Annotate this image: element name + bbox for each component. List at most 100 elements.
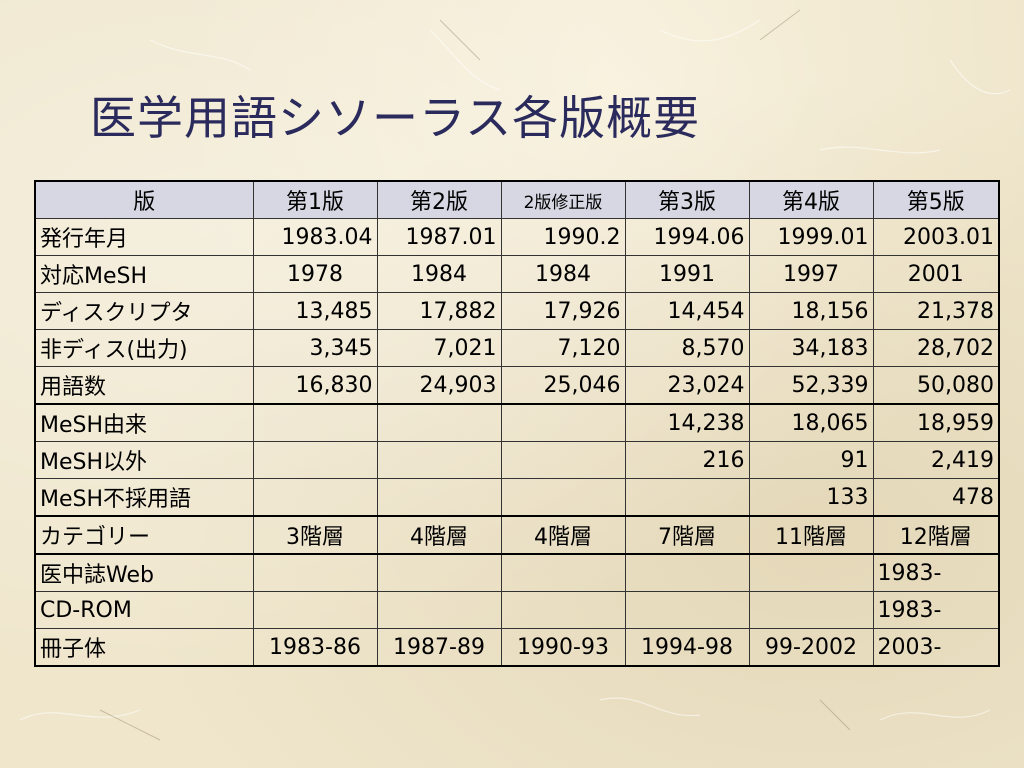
table-cell: 99-2002 [748, 628, 874, 667]
row-label: 冊子体 [34, 628, 254, 667]
table-cell: 50,080 [872, 366, 1000, 405]
table-cell: 1990-93 [500, 628, 626, 667]
table-cell [500, 403, 626, 442]
table-cell: 17,926 [500, 292, 626, 330]
row-label: 用語数 [34, 366, 254, 405]
header-ed4: 第4版 [748, 180, 874, 219]
table-cell [376, 441, 502, 479]
table-cell [252, 403, 378, 442]
table-cell: 7,120 [500, 329, 626, 367]
table-cell: 23,024 [624, 366, 750, 405]
table-cell: 18,959 [872, 403, 1000, 442]
table-cell: 25,046 [500, 366, 626, 405]
table-cell: 24,903 [376, 366, 502, 405]
table-cell [500, 478, 626, 517]
table-cell: 1984 [376, 255, 502, 293]
table-cell [376, 591, 502, 629]
table-cell: 4階層 [376, 515, 502, 555]
page-title: 医学用語シソーラス各版概要 [90, 91, 701, 145]
table-cell: 34,183 [748, 329, 874, 367]
table-cell: 11階層 [748, 515, 874, 555]
row-non-descriptors: 非ディス(出力) 3,345 7,021 7,120 8,570 34,183 … [34, 329, 1000, 367]
table-cell: 2003- [872, 628, 1000, 667]
table-cell [500, 441, 626, 479]
table-cell: 3階層 [252, 515, 378, 555]
table-cell: 12階層 [872, 515, 1000, 555]
table-cell: 478 [872, 478, 1000, 517]
table-cell: 1983-86 [252, 628, 378, 667]
table-cell: 7階層 [624, 515, 750, 555]
table-cell [252, 478, 378, 517]
table-cell: 1983.04 [252, 218, 378, 256]
table-cell [252, 553, 378, 592]
table-cell: 1997 [748, 255, 874, 293]
row-category: カテゴリー 3階層 4階層 4階層 7階層 11階層 12階層 [34, 515, 1000, 555]
table-cell: 133 [748, 478, 874, 517]
table-cell: 21,378 [872, 292, 1000, 330]
header-ed3: 第3版 [624, 180, 750, 219]
table-cell: 1994-98 [624, 628, 750, 667]
header-row: 版 第1版 第2版 2版修正版 第3版 第4版 第5版 [34, 180, 1000, 219]
table-cell: 1991 [624, 255, 750, 293]
row-label: MeSH由来 [34, 403, 254, 442]
table-cell: 1987.01 [376, 218, 502, 256]
table-cell: 2001 [872, 255, 1000, 293]
row-mesh-not-adopted: MeSH不採用語 133 478 [34, 478, 1000, 517]
row-label: 発行年月 [34, 218, 254, 256]
table-cell [624, 478, 750, 517]
table-cell: 1978 [252, 255, 378, 293]
table-cell [500, 553, 626, 592]
table-cell: 52,339 [748, 366, 874, 405]
table-cell: 1984 [500, 255, 626, 293]
row-label: CD-ROM [34, 591, 254, 629]
row-term-count: 用語数 16,830 24,903 25,046 23,024 52,339 5… [34, 366, 1000, 405]
row-label: 非ディス(出力) [34, 329, 254, 367]
table-cell: 14,238 [624, 403, 750, 442]
row-label: カテゴリー [34, 515, 254, 555]
header-ed2-revised: 2版修正版 [500, 180, 626, 219]
table-cell: 216 [624, 441, 750, 479]
table-cell [376, 403, 502, 442]
row-label: 対応MeSH [34, 255, 254, 293]
row-publication-date: 発行年月 1983.04 1987.01 1990.2 1994.06 1999… [34, 218, 1000, 256]
table-cell: 28,702 [872, 329, 1000, 367]
table-cell: 1994.06 [624, 218, 750, 256]
row-cd-rom: CD-ROM 1983- [34, 591, 1000, 629]
table-cell: 1987-89 [376, 628, 502, 667]
table-cell [748, 553, 874, 592]
row-ichushi-web: 医中誌Web 1983- [34, 553, 1000, 592]
row-descriptors: ディスクリプタ 13,485 17,882 17,926 14,454 18,1… [34, 292, 1000, 330]
header-ed1: 第1版 [252, 180, 378, 219]
header-ed5: 第5版 [872, 180, 1000, 219]
table-cell: 14,454 [624, 292, 750, 330]
table-cell: 1983- [872, 591, 1000, 629]
table-cell: 2,419 [872, 441, 1000, 479]
row-label: 医中誌Web [34, 553, 254, 592]
table-cell: 3,345 [252, 329, 378, 367]
table-cell [252, 591, 378, 629]
table-cell: 91 [748, 441, 874, 479]
table-cell [748, 591, 874, 629]
header-ed2: 第2版 [376, 180, 502, 219]
table-cell: 18,065 [748, 403, 874, 442]
table-cell: 1990.2 [500, 218, 626, 256]
row-non-mesh: MeSH以外 216 91 2,419 [34, 441, 1000, 479]
table-cell: 1999.01 [748, 218, 874, 256]
table-cell [500, 591, 626, 629]
table-cell [252, 441, 378, 479]
row-label: MeSH以外 [34, 441, 254, 479]
table-cell [376, 553, 502, 592]
table-cell [624, 591, 750, 629]
table-cell: 8,570 [624, 329, 750, 367]
table-cell [376, 478, 502, 517]
thesaurus-table: 版 第1版 第2版 2版修正版 第3版 第4版 第5版 発行年月 1983.04… [34, 180, 1000, 667]
table-cell: 7,021 [376, 329, 502, 367]
table-cell: 16,830 [252, 366, 378, 405]
table-cell: 18,156 [748, 292, 874, 330]
row-label: ディスクリプタ [34, 292, 254, 330]
table-cell: 1983- [872, 553, 1000, 592]
table-cell: 17,882 [376, 292, 502, 330]
row-mesh-derived: MeSH由来 14,238 18,065 18,959 [34, 403, 1000, 442]
table-cell: 4階層 [500, 515, 626, 555]
row-mesh-version: 対応MeSH 1978 1984 1984 1991 1997 2001 [34, 255, 1000, 293]
